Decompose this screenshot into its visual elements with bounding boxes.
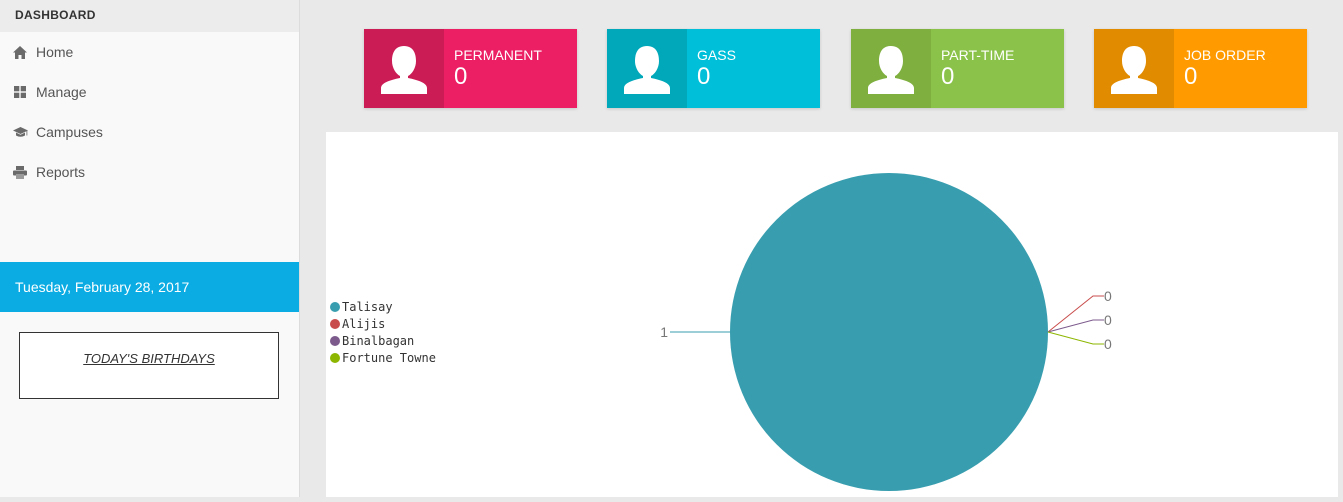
slice-value-label: 1 [660, 324, 668, 340]
legend-item[interactable]: Fortune Towne [330, 349, 436, 366]
leader-line [1047, 331, 1104, 345]
gass-card[interactable]: GASS 0 [607, 29, 820, 108]
sidebar-item-reports[interactable]: Reports [0, 152, 299, 192]
legend-swatch [330, 318, 340, 329]
card-icon-box [851, 29, 931, 108]
card-label: GASS [697, 47, 736, 63]
sidebar-item-campuses[interactable]: Campuses [0, 112, 299, 152]
slice-value-label: 0 [1104, 288, 1112, 304]
sidebar-header: DASHBOARD [0, 0, 299, 32]
user-icon [1111, 45, 1157, 94]
legend-item[interactable]: Binalbagan [330, 332, 436, 349]
sidebar: DASHBOARD Home Manage Campuses Reports [0, 0, 300, 497]
card-count: 0 [454, 63, 468, 90]
part-time-card[interactable]: PART-TIME 0 [851, 29, 1064, 108]
card-label: PERMANENT [454, 47, 542, 63]
slice-value-label: 0 [1104, 312, 1112, 328]
card-label: JOB ORDER [1184, 47, 1266, 63]
card-label: PART-TIME [941, 47, 1015, 63]
legend-swatch [330, 352, 340, 363]
birthdays-panel: TODAY'S BIRTHDAYS [19, 332, 279, 399]
legend-label: Alijis [342, 316, 386, 331]
legend-swatch [330, 301, 340, 312]
sidebar-item-label: Manage [36, 84, 87, 100]
sidebar-item-manage[interactable]: Manage [0, 72, 299, 112]
leader-line [1047, 319, 1104, 333]
current-date: Tuesday, February 28, 2017 [0, 262, 299, 312]
sidebar-item-label: Campuses [36, 124, 103, 140]
slice-value-label: 0 [1104, 336, 1112, 352]
card-count: 0 [697, 63, 711, 90]
grid-icon [12, 84, 28, 100]
chart-legend: Talisay Alijis Binalbagan Fortune Towne [330, 298, 436, 366]
card-icon-box [1094, 29, 1174, 108]
legend-label: Talisay [342, 299, 393, 314]
pie-slice-talisay[interactable] [730, 173, 1048, 491]
leader-line [1047, 295, 1104, 333]
campus-pie-chart-panel: 1 0 0 0 [326, 132, 1338, 497]
user-icon [868, 45, 914, 94]
job-order-card[interactable]: JOB ORDER 0 [1094, 29, 1307, 108]
legend-label: Fortune Towne [342, 350, 436, 365]
sidebar-item-label: Reports [36, 164, 86, 180]
legend-item[interactable]: Talisay [330, 298, 436, 315]
home-icon [12, 44, 28, 60]
sidebar-item-home[interactable]: Home [0, 32, 299, 72]
legend-item[interactable]: Alijis [330, 315, 436, 332]
card-count: 0 [941, 63, 955, 90]
card-icon-box [607, 29, 687, 108]
printer-icon [12, 164, 28, 180]
birthdays-title: TODAY'S BIRTHDAYS [83, 351, 215, 366]
user-icon [381, 45, 427, 94]
sidebar-item-label: Home [36, 44, 74, 60]
permanent-card[interactable]: PERMANENT 0 [364, 29, 577, 108]
user-icon [624, 45, 670, 94]
card-count: 0 [1184, 63, 1198, 90]
legend-label: Binalbagan [342, 333, 415, 348]
graduation-cap-icon [12, 124, 28, 140]
legend-swatch [330, 335, 340, 346]
pie-chart: 1 0 0 0 [660, 173, 1112, 491]
card-icon-box [364, 29, 444, 108]
